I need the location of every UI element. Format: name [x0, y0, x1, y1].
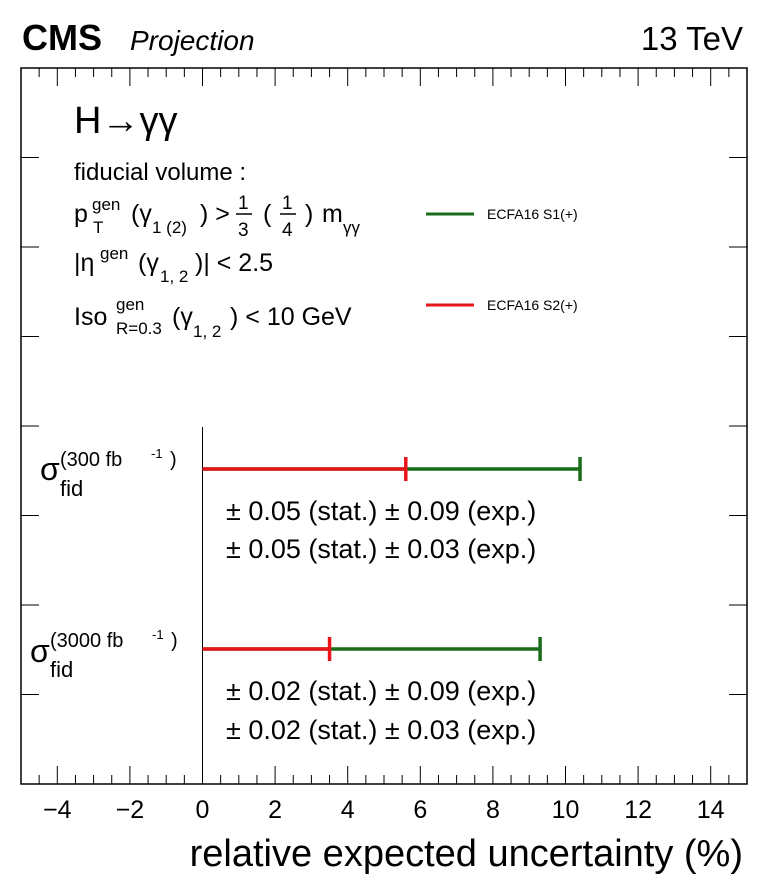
cut-pt: p gen T (γ 1 (2) ) > 1 3 ( 1 4 ) m γγ [74, 193, 361, 241]
status-label: Projection [130, 25, 255, 56]
annotation-300-s2: ± 0.05 (stat.) ± 0.03 (exp.) [226, 534, 536, 564]
x-tick-label: 8 [486, 796, 500, 824]
cut1-frac2-num: 1 [282, 193, 293, 214]
x-axis-ticks [20, 68, 748, 784]
cat1-sub: fid [50, 657, 73, 682]
x-tick-label: 14 [697, 796, 725, 824]
fiducial-title: fiducial volume : [74, 159, 246, 186]
annotation-3000-s1: ± 0.02 (stat.) ± 0.09 (exp.) [226, 676, 536, 706]
experiment-label: CMS [22, 17, 102, 58]
cut3-var: Iso [74, 303, 107, 331]
x-axis-tick-labels: −4 −2 0 2 4 6 8 10 12 14 [43, 796, 725, 824]
x-tick-label: 4 [341, 796, 355, 824]
category-label-3000: σ fid (3000 fb -1 ) [30, 627, 178, 682]
annotation-300-s1: ± 0.05 (stat.) ± 0.09 (exp.) [226, 496, 536, 526]
cat1-sigma: σ [30, 633, 50, 669]
cut1-var: p [74, 200, 88, 228]
annotation-3000-s2: ± 0.02 (stat.) ± 0.03 (exp.) [226, 715, 536, 745]
legend-label-s2: ECFA16 S2(+) [487, 297, 578, 313]
fiducial-volume-block: fiducial volume : p gen T (γ 1 (2) ) > 1… [74, 159, 361, 341]
x-tick-label: −4 [43, 796, 72, 824]
cut2-rest: )| < 2.5 [195, 249, 273, 277]
legend-label-s1: ECFA16 S1(+) [487, 206, 578, 222]
x-tick-label: 10 [552, 796, 580, 824]
cut1-paren-close: ) [305, 200, 313, 228]
cut-eta: |η gen (γ 1, 2 )| < 2.5 [74, 244, 273, 286]
cut-iso: Iso gen R=0.3 (γ 1, 2 ) < 10 GeV [74, 295, 352, 341]
x-axis-label: relative expected uncertainty (%) [190, 833, 743, 875]
x-tick-label: 6 [413, 796, 427, 824]
cat1-supend: ) [171, 630, 178, 652]
cat0-supend: ) [170, 449, 177, 471]
x-tick-label: 2 [268, 796, 282, 824]
y-axis-ticks [21, 157, 747, 695]
cat0-sigma: σ [40, 451, 60, 487]
x-tick-label: 0 [196, 796, 210, 824]
x-tick-label: −2 [116, 796, 145, 824]
cut1-frac1-num: 1 [238, 193, 249, 214]
cat0-sub: fid [60, 476, 83, 501]
x-tick-label: 12 [624, 796, 652, 824]
cut1-frac1-den: 3 [238, 220, 249, 241]
cut3-rest: ) < 10 GeV [230, 303, 352, 331]
cut1-tail: m [322, 200, 343, 228]
cut2-sup: gen [100, 244, 128, 263]
cat1-supexp: -1 [152, 627, 164, 642]
bars [202, 457, 582, 661]
cut1-sub: T [93, 218, 103, 237]
cat0-sup: (300 fb [60, 449, 122, 471]
cut1-rest: ) > [200, 200, 230, 228]
cut3-sup: gen [116, 295, 144, 314]
cat1-sup: (3000 fb [50, 630, 123, 652]
category-label-300: σ fid (300 fb -1 ) [40, 446, 177, 501]
cut1-sup: gen [92, 195, 120, 214]
cut1-frac2-den: 4 [282, 220, 293, 241]
cat0-supexp: -1 [151, 446, 163, 461]
cut1-tailsub: γγ [343, 218, 361, 237]
cut2-obj: (γ [138, 249, 159, 277]
cut2-var: |η [74, 249, 94, 277]
legend: ECFA16 S1(+) ECFA16 S2(+) [426, 206, 578, 313]
cut2-objsub: 1, 2 [160, 267, 188, 286]
cut3-sub: R=0.3 [116, 319, 162, 338]
cut3-objsub: 1, 2 [193, 322, 221, 341]
cut1-objsub: 1 (2) [152, 218, 187, 237]
process-title: H→γγ [74, 100, 177, 142]
energy-label: 13 TeV [641, 20, 743, 57]
cut1-obj: (γ [131, 200, 152, 228]
cut3-obj: (γ [172, 303, 193, 331]
cut1-paren-open: ( [263, 200, 272, 228]
